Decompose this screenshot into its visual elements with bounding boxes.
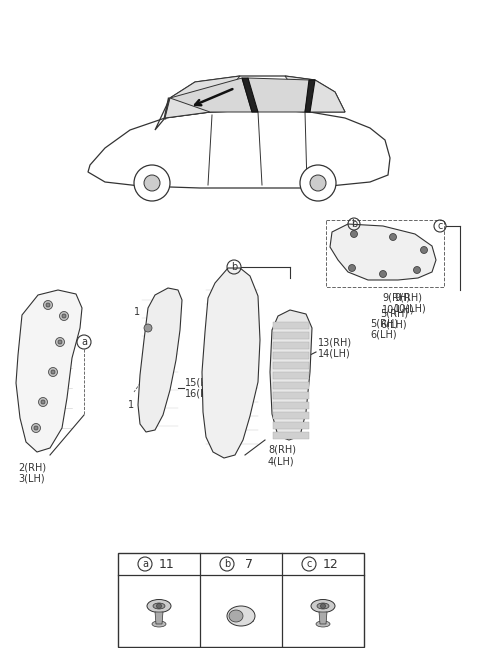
Circle shape xyxy=(300,165,336,201)
Text: b: b xyxy=(351,219,357,229)
Circle shape xyxy=(144,175,160,191)
Text: b: b xyxy=(231,262,237,272)
Circle shape xyxy=(41,400,45,404)
Circle shape xyxy=(32,424,40,432)
Circle shape xyxy=(144,324,152,332)
Text: 1: 1 xyxy=(134,307,140,317)
Circle shape xyxy=(60,312,69,321)
Circle shape xyxy=(38,397,48,406)
Circle shape xyxy=(380,270,386,277)
Ellipse shape xyxy=(227,606,255,626)
Text: 12: 12 xyxy=(323,557,339,570)
Circle shape xyxy=(56,338,64,347)
Polygon shape xyxy=(273,372,309,379)
Ellipse shape xyxy=(311,599,335,612)
Polygon shape xyxy=(273,322,309,329)
Circle shape xyxy=(134,165,170,201)
Circle shape xyxy=(62,314,66,318)
Polygon shape xyxy=(319,612,327,624)
Polygon shape xyxy=(305,80,315,112)
Polygon shape xyxy=(165,76,240,118)
Polygon shape xyxy=(330,224,436,280)
Circle shape xyxy=(58,340,62,344)
Ellipse shape xyxy=(316,621,330,627)
Polygon shape xyxy=(273,352,309,359)
Text: 5(RH)
6(LH): 5(RH) 6(LH) xyxy=(370,318,398,340)
Polygon shape xyxy=(16,290,82,452)
Circle shape xyxy=(310,175,326,191)
Ellipse shape xyxy=(317,603,329,609)
Text: 9(RH)
10(LH): 9(RH) 10(LH) xyxy=(394,292,427,314)
Circle shape xyxy=(321,603,325,608)
Circle shape xyxy=(34,426,38,430)
Text: a: a xyxy=(81,337,87,347)
Bar xyxy=(118,553,364,647)
Text: 1: 1 xyxy=(128,400,134,410)
Circle shape xyxy=(156,603,161,608)
Text: 15(RH)
16(LH): 15(RH) 16(LH) xyxy=(185,377,219,399)
Polygon shape xyxy=(273,402,309,409)
Text: c: c xyxy=(437,221,443,231)
Polygon shape xyxy=(285,76,345,112)
Text: 5(RH)
6(LH): 5(RH) 6(LH) xyxy=(380,308,408,330)
Polygon shape xyxy=(138,288,182,432)
Text: a: a xyxy=(142,559,148,569)
Polygon shape xyxy=(155,612,163,624)
Text: 8(RH)
4(LH): 8(RH) 4(LH) xyxy=(268,445,296,467)
Circle shape xyxy=(420,246,428,253)
Polygon shape xyxy=(273,412,309,419)
Circle shape xyxy=(389,233,396,240)
Polygon shape xyxy=(248,78,310,112)
Polygon shape xyxy=(273,332,309,339)
Polygon shape xyxy=(270,310,312,440)
Polygon shape xyxy=(273,392,309,399)
Polygon shape xyxy=(273,382,309,389)
Ellipse shape xyxy=(153,603,165,609)
Ellipse shape xyxy=(229,610,243,622)
Polygon shape xyxy=(273,432,309,439)
Text: 9(RH)
10(LH): 9(RH) 10(LH) xyxy=(382,293,415,314)
Polygon shape xyxy=(273,422,309,429)
Text: 7: 7 xyxy=(245,557,253,570)
Text: 2(RH)
3(LH): 2(RH) 3(LH) xyxy=(18,462,46,483)
Circle shape xyxy=(348,264,356,272)
Circle shape xyxy=(48,367,58,376)
Polygon shape xyxy=(273,342,309,349)
Ellipse shape xyxy=(147,599,171,612)
Polygon shape xyxy=(170,78,252,112)
Polygon shape xyxy=(273,362,309,369)
Circle shape xyxy=(46,303,50,307)
Text: c: c xyxy=(306,559,312,569)
Circle shape xyxy=(44,301,52,310)
Circle shape xyxy=(350,231,358,238)
Text: 13(RH)
14(LH): 13(RH) 14(LH) xyxy=(318,337,352,359)
Polygon shape xyxy=(242,78,258,112)
Circle shape xyxy=(51,370,55,374)
Ellipse shape xyxy=(152,621,166,627)
Text: 11: 11 xyxy=(159,557,175,570)
Polygon shape xyxy=(202,268,260,458)
Circle shape xyxy=(413,266,420,273)
Text: b: b xyxy=(224,559,230,569)
